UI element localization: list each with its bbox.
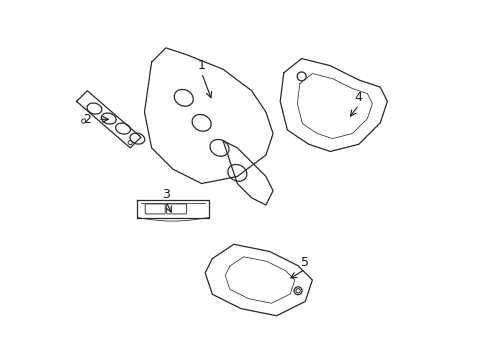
Text: 1: 1 bbox=[197, 59, 205, 72]
Text: 3: 3 bbox=[162, 188, 169, 201]
Text: 5: 5 bbox=[301, 256, 308, 269]
Text: 4: 4 bbox=[354, 91, 362, 104]
Text: 2: 2 bbox=[83, 113, 91, 126]
